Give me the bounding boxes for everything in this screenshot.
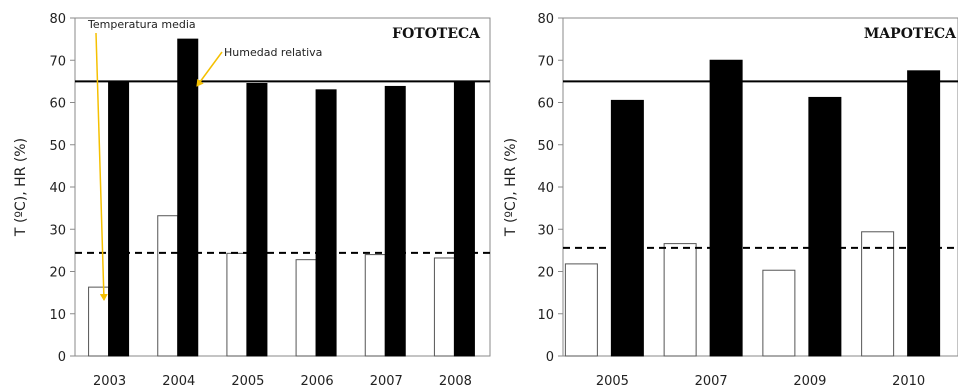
- humidity-bar-2010: [907, 70, 941, 357]
- y-tick-label: 20: [537, 266, 554, 281]
- y-tick-label: 0: [58, 350, 66, 365]
- chart-panel-fototeca: 0 10 20 30 40 50 60 70 80 2003 2004 2005 2006 2007 200…: [13, 12, 491, 389]
- x-tick-label: 2005: [231, 374, 264, 389]
- y-tick-label: 0: [546, 350, 554, 365]
- x-tick-label: 2006: [301, 374, 334, 389]
- y-tick-label: 70: [537, 54, 554, 69]
- y-tick-label: 80: [49, 12, 66, 27]
- temperature-bar-2009: [762, 269, 796, 357]
- chart-title: FOTOTECA: [392, 26, 481, 42]
- temperature-bar-2008: [433, 257, 455, 357]
- temperature-bar-2005: [564, 263, 598, 357]
- plot-frame: [74, 17, 491, 357]
- y-tick-label: 30: [49, 223, 66, 238]
- y-tick-label: 60: [537, 97, 554, 112]
- y-tick-label: 60: [49, 97, 66, 112]
- temperature-bar-2003: [88, 286, 110, 357]
- x-tick-label: 2009: [793, 374, 826, 389]
- humidity-bar-2008: [453, 80, 475, 357]
- chart-panel-mapoteca: 0 10 20 30 40 50 60 70 80 2005 2007 2009 2010 T (ºC),…: [503, 12, 958, 389]
- humidity-bar-2009: [808, 96, 842, 357]
- y-tick-label: 40: [49, 181, 66, 196]
- x-tick-label: 2010: [892, 374, 925, 389]
- temperature-bar-2007: [364, 254, 386, 357]
- x-tick-label: 2004: [162, 374, 195, 389]
- y-tick-label: 10: [49, 308, 66, 323]
- humidity-bar-2006: [315, 89, 337, 357]
- y-tick-label: 70: [49, 54, 66, 69]
- y-tick-label: 40: [537, 181, 554, 196]
- annotation-temperatura-media: Temperatura media: [87, 18, 196, 31]
- y-axis-label: T (ºC), HR (%): [503, 138, 519, 237]
- humidity-bar-2005: [246, 82, 268, 357]
- y-tick-label: 50: [49, 139, 66, 154]
- annotation-arrow-temperature: [95, 32, 108, 301]
- x-tick-label: 2008: [439, 374, 472, 389]
- y-tick-label: 50: [537, 139, 554, 154]
- y-tick-label: 20: [49, 266, 66, 281]
- temperature-bar-2007: [663, 243, 697, 357]
- annotation-arrow-humidity: [196, 51, 223, 87]
- x-tick-label: 2007: [370, 374, 403, 389]
- humidity-bar-2003: [108, 80, 130, 357]
- y-tick-label: 10: [537, 308, 554, 323]
- y-tick-label: 80: [537, 12, 554, 27]
- humidity-bar-2007: [709, 59, 743, 357]
- annotation-humedad-relativa: Humedad relativa: [224, 46, 322, 59]
- y-axis-label: T (ºC), HR (%): [13, 138, 29, 237]
- y-tick-label: 30: [537, 223, 554, 238]
- x-tick-label: 2003: [93, 374, 126, 389]
- temperature-bar-2004: [157, 215, 179, 357]
- x-tick-label: 2005: [596, 374, 629, 389]
- chart-title: MAPOTECA: [864, 26, 957, 42]
- humidity-bar-2004: [177, 38, 199, 357]
- temperature-bar-2006: [295, 259, 317, 357]
- humidity-bar-2005: [610, 99, 644, 357]
- x-tick-label: 2007: [695, 374, 728, 389]
- temperature-bar-2005: [226, 252, 248, 357]
- temperature-bar-2010: [861, 231, 895, 357]
- humidity-bar-2007: [384, 85, 406, 357]
